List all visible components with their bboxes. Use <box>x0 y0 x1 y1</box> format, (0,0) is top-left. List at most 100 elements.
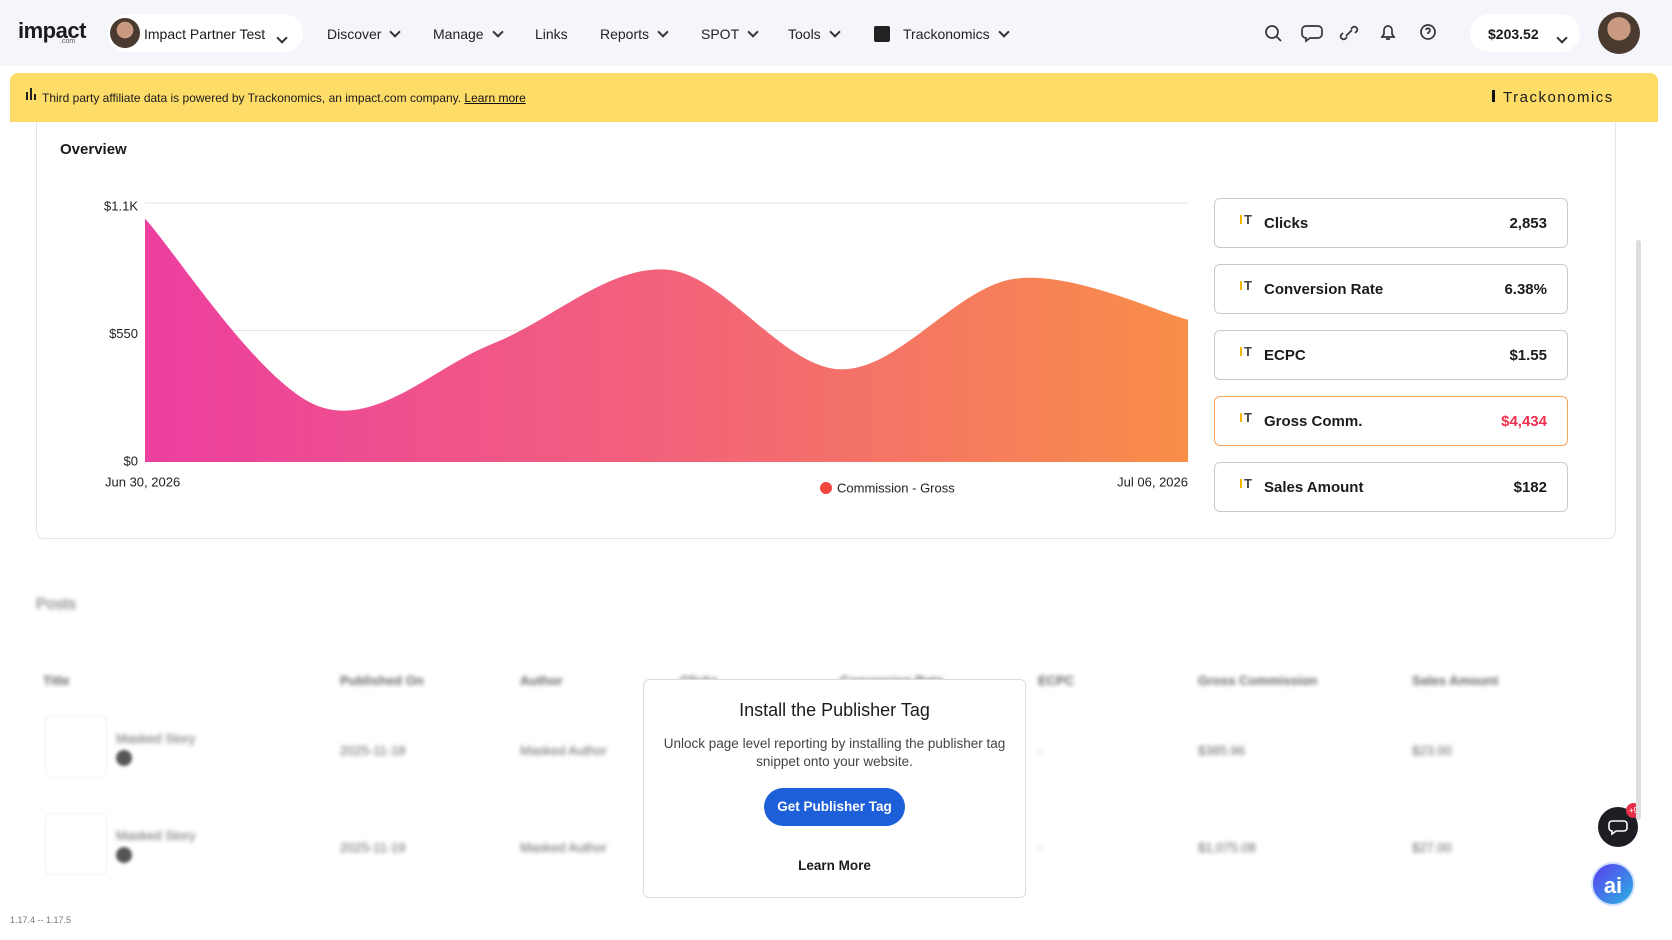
help-icon[interactable] <box>1420 24 1436 40</box>
metric-value: 2,853 <box>1509 215 1547 232</box>
post-title: Masked Story <box>116 828 196 843</box>
metric-label: Conversion Rate <box>1264 281 1384 298</box>
metric-icon: T <box>1240 476 1252 491</box>
post-title: Masked Story <box>116 731 196 746</box>
modal-description: Unlock page level reporting by installin… <box>644 735 1025 771</box>
column-header: Author <box>520 673 563 688</box>
brand: Trackonomics <box>1492 89 1614 106</box>
metric-card[interactable]: T Clicks 2,853 <box>1214 198 1568 248</box>
posts-title: Posts <box>36 596 77 613</box>
bell-icon[interactable] <box>1380 25 1396 40</box>
nav-item-label: Tools <box>788 26 821 42</box>
legend-marker <box>820 482 832 494</box>
post-icon <box>116 750 132 766</box>
column-header: Title <box>43 673 70 688</box>
publisher-tag-modal: Install the Publisher Tag Unlock page le… <box>643 679 1026 898</box>
thumbnail <box>45 716 107 778</box>
cell: $1,075.08 <box>1198 840 1256 855</box>
y-tick-label: $550 <box>109 326 138 341</box>
banner-text: Third party affiliate data is powered by… <box>42 91 526 105</box>
banner-link[interactable]: Learn more <box>464 91 526 105</box>
trackonomics-icon <box>874 26 890 42</box>
nav-item[interactable]: Reports <box>600 26 669 42</box>
banner: Third party affiliate data is powered by… <box>10 73 1658 122</box>
nav-icons <box>1265 24 1436 43</box>
metric-card[interactable]: T Conversion Rate 6.38% <box>1214 264 1568 314</box>
chat-icon <box>1608 820 1628 836</box>
nav-item[interactable]: Trackonomics <box>903 26 1010 42</box>
cell: - <box>1038 840 1043 855</box>
metric-label: Gross Comm. <box>1264 413 1363 430</box>
metric-value: $182 <box>1513 479 1547 496</box>
nav-item-label: Reports <box>600 26 650 42</box>
nav-item-label: Trackonomics <box>903 26 990 42</box>
logo[interactable]: impact <box>18 18 86 44</box>
learn-more-link[interactable]: Learn More <box>798 858 871 873</box>
cell: $385.96 <box>1198 743 1245 758</box>
nav-item[interactable]: SPOT <box>701 26 759 42</box>
metric-label: Clicks <box>1264 215 1309 232</box>
nav-item-label: Links <box>535 26 568 42</box>
chat-icon[interactable] <box>1301 25 1323 43</box>
metric-icon: T <box>1240 344 1252 359</box>
metric-label: Sales Amount <box>1264 479 1364 496</box>
cell: 2025-11-18 <box>340 743 406 758</box>
nav-item[interactable]: Manage <box>433 26 504 42</box>
chevron <box>1556 32 1568 44</box>
brand-text: Trackonomics <box>1503 89 1614 106</box>
cell: $23.00 <box>1412 743 1452 758</box>
metric-value: $1.55 <box>1509 347 1547 364</box>
column-header: Sales Amount <box>1412 673 1499 688</box>
account-name: Impact Partner Test <box>144 26 266 42</box>
metric-icon: T <box>1240 410 1252 425</box>
cell: - <box>1038 743 1043 758</box>
metric-card[interactable]: T Sales Amount $182 <box>1214 462 1568 512</box>
column-header: Published On <box>340 673 424 688</box>
cell: Masked Author <box>520 840 607 855</box>
chart: $0 $550 $1.1K Jun 30, 2026 Jul 06, 2026 Commi… <box>104 198 1188 495</box>
column-header: Gross Commission <box>1198 673 1318 688</box>
metric-card[interactable]: T ECPC $1.55 <box>1214 330 1568 380</box>
logo-text: impact <box>18 18 86 43</box>
modal-description-line: snippet onto your website. <box>756 754 913 769</box>
metric-value: 6.38% <box>1504 281 1547 298</box>
account-switcher[interactable]: Impact Partner Test <box>108 14 303 52</box>
nav-item-label: Manage <box>433 26 484 42</box>
get-tag-button[interactable]: Get Publisher Tag <box>764 788 905 826</box>
metric-card[interactable]: T Gross Comm. $4,434 <box>1214 396 1568 446</box>
y-tick-label: $1.1K <box>104 198 138 213</box>
metric-icon: T <box>1240 278 1252 293</box>
legend-label: Commission - Gross <box>837 480 955 495</box>
nav-item[interactable]: Links <box>535 26 568 42</box>
x-tick-label: Jul 06, 2026 <box>1117 474 1188 489</box>
metric-label: ECPC <box>1264 347 1306 364</box>
y-tick-label: $0 <box>124 453 138 468</box>
user-avatar[interactable] <box>1598 12 1640 54</box>
post-icon <box>116 847 132 863</box>
nav-item[interactable]: Discover <box>327 26 402 42</box>
link-icon[interactable] <box>1339 25 1359 41</box>
nav-item-label: Discover <box>327 26 382 42</box>
banner-message: Third party affiliate data is powered by… <box>42 91 462 105</box>
cell: $27.00 <box>1412 840 1452 855</box>
thumbnail <box>45 813 107 875</box>
ai-button[interactable]: ai <box>1591 862 1635 906</box>
metric-value: $4,434 <box>1501 413 1547 430</box>
column-header: ECPC <box>1038 673 1075 688</box>
nav-item[interactable]: Tools <box>788 26 841 42</box>
cell: Masked Author <box>520 743 607 758</box>
version: 1.17.4 -- 1.17.5 <box>10 915 72 925</box>
search-icon[interactable] <box>1265 25 1282 42</box>
top-nav: impact .com Impact Partner Test $203.52 … <box>0 0 1672 66</box>
chart-icon <box>26 88 36 100</box>
balance-button[interactable]: $203.52 <box>1470 14 1580 52</box>
modal-title: Install the Publisher Tag <box>739 700 930 720</box>
logo-sub: .com <box>60 38 76 45</box>
scrollbar <box>1636 240 1641 820</box>
area <box>145 218 1188 462</box>
account-avatar <box>110 18 140 48</box>
overview-title: Overview <box>60 141 127 158</box>
metric-icon: T <box>1240 212 1252 227</box>
x-tick-label: Jun 30, 2026 <box>105 474 180 489</box>
